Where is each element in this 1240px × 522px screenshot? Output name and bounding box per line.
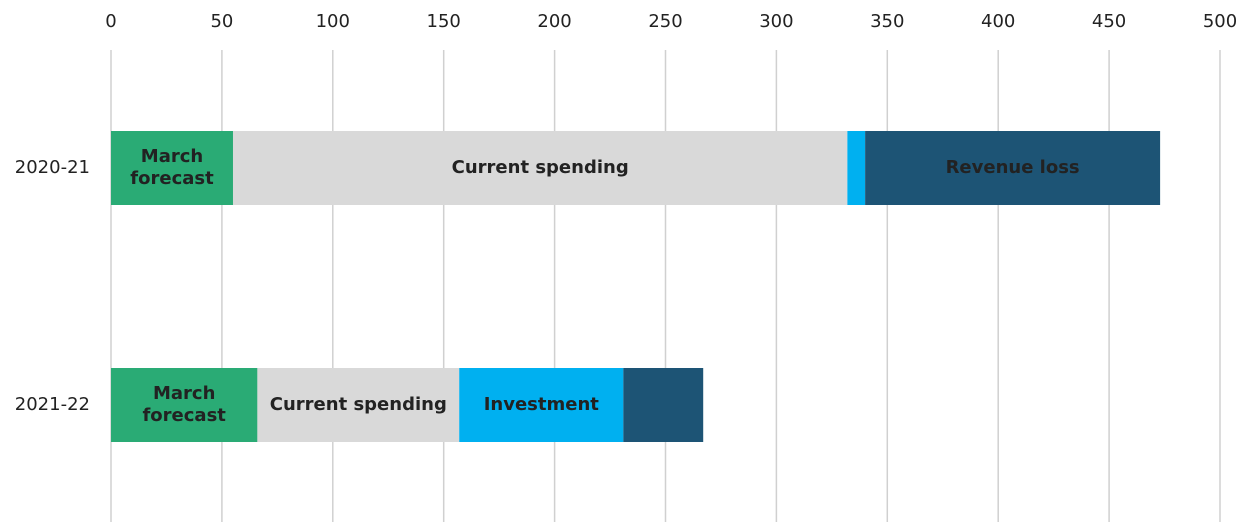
x-tick-label: 50 — [210, 11, 233, 32]
x-tick-label: 200 — [537, 11, 571, 32]
x-tick-label: 250 — [648, 11, 682, 32]
x-tick-label: 500 — [1203, 11, 1237, 32]
x-tick-label: 450 — [1092, 11, 1126, 32]
x-tick-label: 350 — [870, 11, 904, 32]
segment-label: Investment — [484, 394, 600, 415]
segment-label: March forecast — [130, 146, 214, 189]
x-tick-label: 100 — [316, 11, 350, 32]
bar-segment — [257, 368, 460, 442]
bar-segment — [111, 131, 233, 205]
x-tick-label: 0 — [105, 11, 116, 32]
bar-segment — [459, 368, 624, 442]
bar-segment — [232, 131, 848, 205]
x-tick-label: 300 — [759, 11, 793, 32]
bar-segment — [111, 368, 258, 442]
segment-label: Revenue loss — [946, 157, 1080, 178]
category-label: 2021-22 — [15, 394, 90, 415]
x-tick-label: 400 — [981, 11, 1015, 32]
bar-segment — [847, 131, 866, 205]
bar-segment — [865, 131, 1161, 205]
bar-segment — [623, 368, 704, 442]
segment-label: Current spending — [452, 157, 629, 178]
x-tick-label: 150 — [427, 11, 461, 32]
category-label: 2020-21 — [15, 157, 90, 178]
segment-label: Current spending — [270, 394, 447, 415]
segment-label: March forecast — [142, 383, 226, 426]
